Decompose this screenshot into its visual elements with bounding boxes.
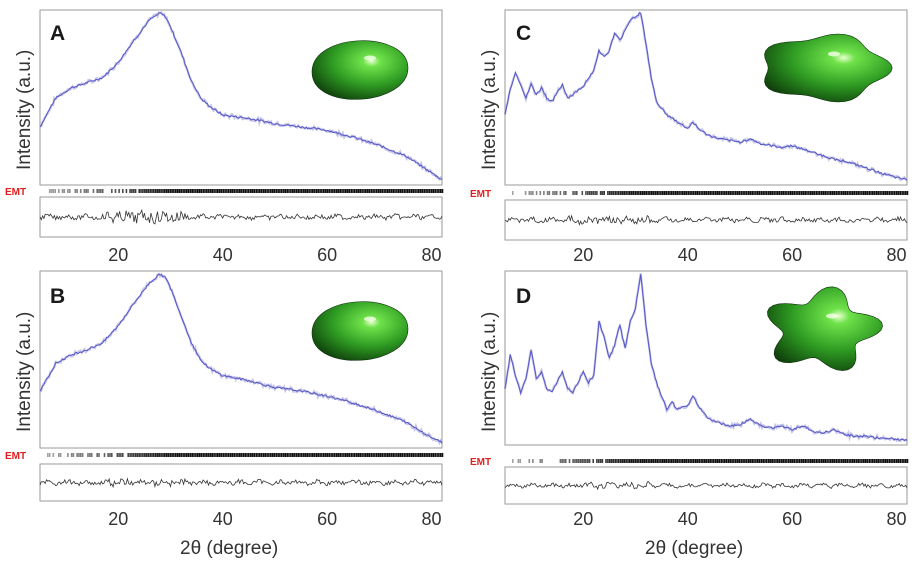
y-axis-label-a: Intensity (a.u.) <box>14 50 35 170</box>
difference-curve <box>504 481 908 491</box>
difference-plot-frame <box>504 199 908 241</box>
difference-plot-frame <box>39 196 443 238</box>
panel-letter: C <box>516 22 531 45</box>
green-3d-star-shape-icon <box>767 286 883 371</box>
green-3d-lobed-shape-icon <box>764 33 893 103</box>
y-axis-labels: Intensity (a.u.) Intensity (a.u.) Intens… <box>14 50 500 432</box>
y-axis-label-c: Intensity (a.u.) <box>479 50 500 170</box>
x-tick-label: 80 <box>887 245 907 265</box>
difference-curve <box>504 214 908 226</box>
difference-curve <box>39 208 443 225</box>
x-tick-label: 80 <box>887 509 907 529</box>
x-tick-label: 40 <box>678 245 698 265</box>
emt-reflection-ticks <box>512 459 909 463</box>
emt-reflection-ticks <box>512 191 909 195</box>
x-tick-label: 40 <box>213 509 233 529</box>
calculated-pattern <box>39 273 443 444</box>
main-plot-frame <box>39 270 443 449</box>
green-3d-lobed-shape-icon <box>311 301 409 361</box>
panel-a: A EMT 20 40 60 80 <box>5 9 444 265</box>
x-tick-labels: 20 40 60 80 <box>108 509 441 529</box>
calculated-pattern <box>504 274 908 442</box>
observed-pattern <box>39 272 443 446</box>
emt-reflection-ticks <box>48 189 444 193</box>
observed-pattern <box>39 10 443 182</box>
main-plot-frame <box>504 270 908 446</box>
main-plot-frame <box>504 9 908 186</box>
x-tick-label: 40 <box>678 509 698 529</box>
x-tick-label: 40 <box>213 245 233 265</box>
x-tick-label: 60 <box>317 509 337 529</box>
difference-plot-frame <box>504 466 908 505</box>
panels: A EMT 20 40 60 80 B EMT 20 40 60 80 C EMT 20 40 60 80 D EMT… <box>5 9 909 529</box>
panel-letter: D <box>516 285 531 308</box>
panel-letter: B <box>50 285 65 308</box>
y-axis-label-b: Intensity (a.u.) <box>14 312 35 432</box>
emt-reflection-ticks <box>47 453 444 457</box>
emt-marker-label: EMT <box>470 457 491 468</box>
green-3d-disc-shape-icon <box>311 40 409 100</box>
x-tick-label: 20 <box>573 509 593 529</box>
difference-plot-frame <box>39 463 443 502</box>
x-tick-labels: 20 40 60 80 <box>573 245 906 265</box>
x-tick-label: 20 <box>108 245 128 265</box>
x-tick-label: 60 <box>317 245 337 265</box>
y-axis-label-d: Intensity (a.u.) <box>479 312 500 432</box>
x-tick-label: 80 <box>422 509 442 529</box>
panel-letter: A <box>50 22 65 45</box>
x-tick-labels: 20 40 60 80 <box>573 509 906 529</box>
emt-marker-label: EMT <box>470 189 491 200</box>
main-plot-frame <box>39 9 443 186</box>
calculated-pattern <box>504 12 908 181</box>
x-axis-label-right: 2θ (degree) <box>645 538 743 559</box>
x-tick-label: 20 <box>108 509 128 529</box>
x-tick-labels: 20 40 60 80 <box>108 245 441 265</box>
panel-c: C EMT 20 40 60 80 <box>470 9 909 265</box>
difference-curve <box>39 477 443 489</box>
calculated-pattern <box>39 12 443 180</box>
panel-d: D EMT 20 40 60 80 <box>470 270 909 529</box>
panel-b: B EMT 20 40 60 80 <box>5 270 444 529</box>
x-tick-label: 60 <box>782 245 802 265</box>
x-tick-label: 80 <box>422 245 442 265</box>
x-axis-label-left: 2θ (degree) <box>180 538 278 559</box>
x-tick-label: 20 <box>573 245 593 265</box>
x-tick-label: 60 <box>782 509 802 529</box>
emt-marker-label: EMT <box>5 187 26 198</box>
emt-marker-label: EMT <box>5 451 26 462</box>
